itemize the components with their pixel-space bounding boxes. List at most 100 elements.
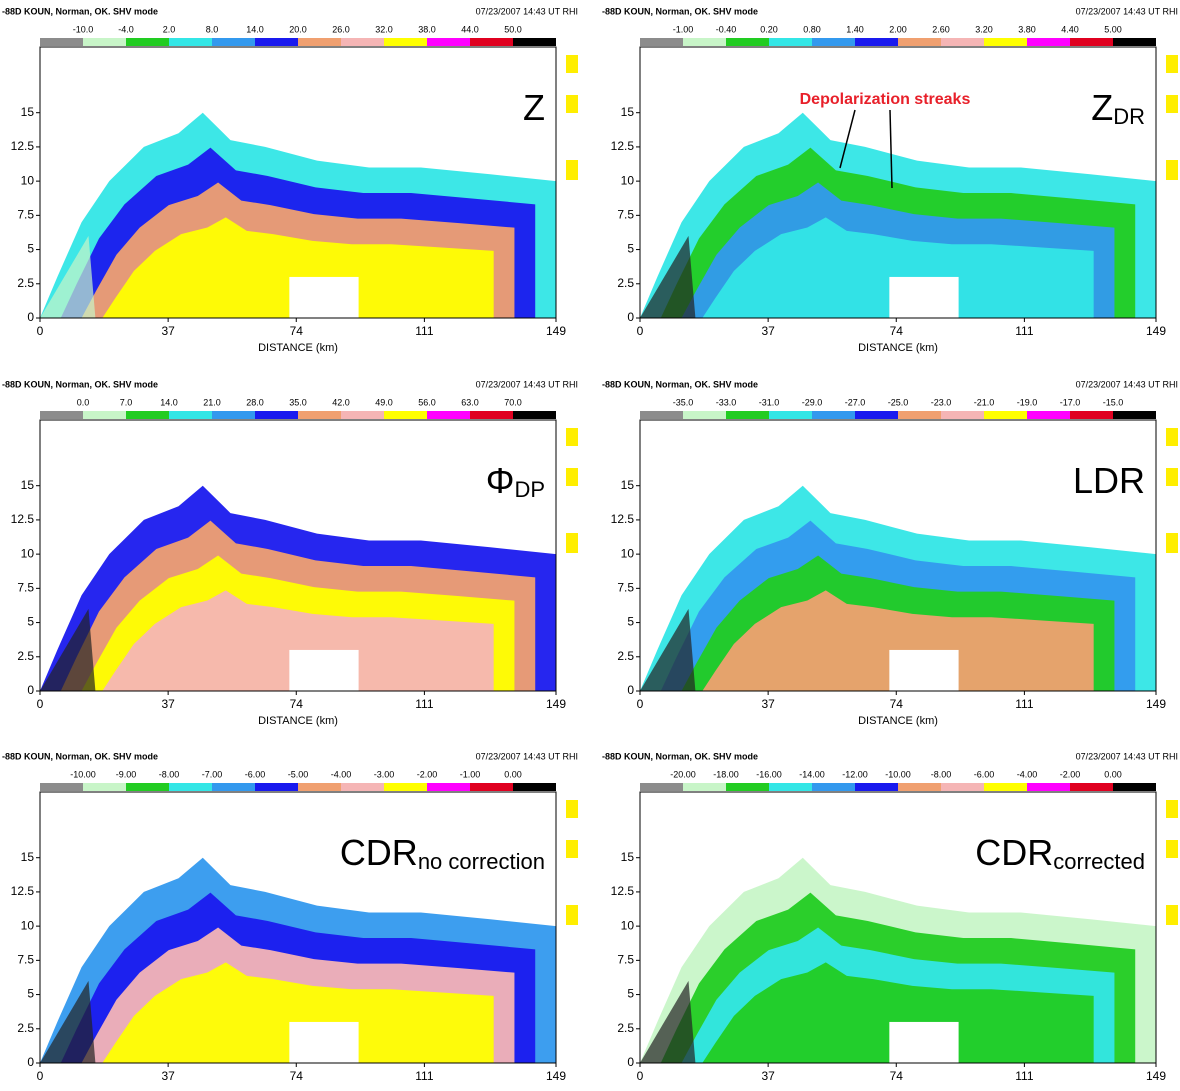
colorbar-label: 44.0 (461, 24, 479, 34)
near-clutter (40, 980, 96, 1063)
header: -88D KOUN, Norman, OK. SHV mode (2, 751, 158, 761)
y-tick-label: 10 (21, 173, 35, 187)
title-sub: DP (514, 477, 545, 502)
x-tick-label: 149 (546, 1069, 566, 1083)
y-tick-label: 10 (621, 173, 635, 187)
echo-gap (289, 1021, 359, 1063)
panel: -88D KOUN, Norman, OK. SHV mode 07/23/200… (2, 379, 578, 727)
header: -88D KOUN, Norman, OK. SHV mode (602, 751, 758, 761)
y-tick-label: 10 (621, 546, 635, 560)
colorbar-label: 0.00 (504, 769, 522, 779)
y-tick-label: 10 (21, 918, 35, 932)
y-tick-label: 2.5 (617, 1021, 634, 1035)
panel: -88D KOUN, Norman, OK. SHV mode 07/23/200… (602, 6, 1178, 354)
x-tick-label: 149 (546, 324, 566, 338)
colorbar-label: -27.0 (845, 397, 866, 407)
title-sub: corrected (1053, 849, 1145, 874)
colorbar-cell (855, 411, 898, 419)
colorbar-cell (126, 38, 169, 46)
colorbar-cell (640, 38, 683, 46)
colorbar-cell (470, 411, 513, 419)
colorbar-label: -8.00 (159, 769, 180, 779)
y-tick-label: 15 (621, 850, 635, 864)
colorbar-cell (855, 38, 898, 46)
x-tick-label: 74 (290, 697, 304, 711)
colorbar-label: -4.00 (331, 769, 352, 779)
y-tick-label: 2.5 (617, 276, 634, 290)
echo-gap (889, 649, 959, 691)
colorbar-cell (513, 38, 556, 46)
title-sub: DR (1113, 104, 1145, 129)
plot-frame (639, 46, 1157, 319)
y-tick-label: 12.5 (611, 512, 635, 526)
echo-gap (289, 276, 359, 318)
y-tick-label: 0 (27, 1055, 34, 1069)
colorbar-label: 56.0 (418, 397, 436, 407)
timestamp: 07/23/2007 14:43 UT RHI (476, 751, 578, 761)
colorbar-label: -4.00 (1017, 769, 1038, 779)
panel-title: Z (523, 87, 545, 128)
x-tick-label: 0 (637, 324, 644, 338)
colorbar-label: -6.00 (245, 769, 266, 779)
colorbar-cell (83, 411, 126, 419)
colorbar-cell (769, 38, 812, 46)
echo-region (702, 217, 1094, 318)
colorbar-label: -19.0 (1017, 397, 1038, 407)
colorbar-cell (726, 38, 769, 46)
colorbar-label: -18.00 (713, 769, 739, 779)
near-clutter (40, 608, 96, 691)
panel: -88D KOUN, Norman, OK. SHV mode 07/23/200… (2, 6, 578, 354)
y-tick-label: 5 (27, 615, 34, 629)
colorbar-label: -1.00 (673, 24, 694, 34)
title-main: Z (1091, 87, 1113, 128)
colorbar-cell (212, 411, 255, 419)
annotation: Depolarization streaks (800, 91, 971, 108)
echo-region (702, 590, 1094, 691)
y-tick-label: 15 (621, 105, 635, 119)
y-tick-label: 7.5 (617, 208, 634, 222)
colorbar-cell (298, 411, 341, 419)
side-marker (1166, 95, 1178, 113)
y-tick-label: 7.5 (17, 953, 34, 967)
y-tick-label: 12.5 (11, 512, 35, 526)
colorbar-label: 3.80 (1018, 24, 1036, 34)
x-axis-label: DISTANCE (km) (858, 342, 938, 354)
colorbar-label: 0.80 (803, 24, 821, 34)
side-marker (1166, 160, 1178, 180)
colorbar-label: -3.00 (374, 769, 395, 779)
y-tick-label: 7.5 (617, 953, 634, 967)
colorbar-cell (470, 783, 513, 791)
colorbar-label: 0.0 (77, 397, 90, 407)
colorbar-cell (212, 783, 255, 791)
colorbar-cell (83, 783, 126, 791)
x-tick-label: 0 (37, 1069, 44, 1083)
colorbar-label: -0.40 (716, 24, 737, 34)
colorbar-label: -16.00 (756, 769, 782, 779)
colorbar-cell (984, 411, 1027, 419)
x-tick-label: 149 (1146, 324, 1166, 338)
colorbar-label: 14.0 (160, 397, 178, 407)
colorbar-cell (427, 38, 470, 46)
colorbar-label: 5.00 (1104, 24, 1122, 34)
side-marker (566, 468, 578, 486)
side-marker (566, 55, 578, 73)
colorbar-cell (1113, 411, 1156, 419)
colorbar-cell (898, 38, 941, 46)
colorbar-label: -7.00 (202, 769, 223, 779)
side-marker (1166, 533, 1178, 553)
colorbar-label: 0.00 (1104, 769, 1122, 779)
x-tick-label: 74 (890, 697, 904, 711)
x-tick-label: 111 (1015, 324, 1034, 338)
colorbar-label: 14.0 (246, 24, 264, 34)
x-tick-label: 0 (37, 697, 44, 711)
colorbar-cell (1070, 783, 1113, 791)
colorbar-cell (427, 783, 470, 791)
colorbar-label: 2.60 (932, 24, 950, 34)
x-tick-label: 149 (1146, 697, 1166, 711)
x-tick-label: 37 (161, 324, 175, 338)
side-marker (1166, 840, 1178, 858)
colorbar-label: -17.0 (1060, 397, 1081, 407)
header: -88D KOUN, Norman, OK. SHV mode (2, 6, 158, 16)
colorbar-cell (513, 411, 556, 419)
echo-gap (889, 1021, 959, 1063)
